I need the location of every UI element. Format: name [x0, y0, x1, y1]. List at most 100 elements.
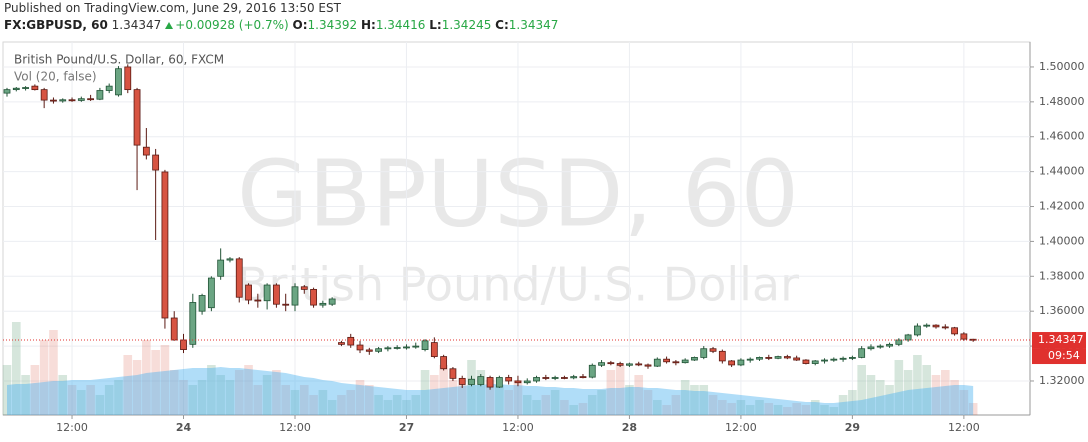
- volume-bar: [773, 405, 783, 415]
- volume-bar: [448, 380, 458, 415]
- volume-bar: [550, 390, 560, 415]
- volume-bar: [615, 365, 625, 415]
- volume-bar: [383, 400, 393, 415]
- candle-body: [403, 346, 410, 349]
- volume-bar: [272, 370, 281, 415]
- volume-bar: [234, 370, 244, 415]
- candle-body: [87, 98, 95, 101]
- candle-body: [941, 326, 949, 329]
- candle-body: [77, 98, 85, 101]
- open-value: 1.34392: [307, 18, 358, 32]
- volume-bar: [151, 350, 160, 415]
- volume-bar: [365, 385, 374, 415]
- volume-bar: [30, 365, 40, 415]
- volume-bar: [179, 380, 188, 415]
- volume-bar: [662, 405, 671, 415]
- volume-bar: [132, 360, 142, 415]
- last-price-box: [1032, 332, 1086, 349]
- candle-body: [886, 343, 893, 347]
- volume-bar: [606, 370, 616, 415]
- candle-body: [22, 87, 29, 89]
- y-tick-label: 1.48000: [1039, 95, 1085, 108]
- candle-body: [170, 317, 178, 341]
- volume-bar: [950, 380, 959, 415]
- countdown-label: 09:54: [1048, 349, 1080, 362]
- candle-body: [152, 154, 160, 171]
- candle-body: [384, 347, 392, 350]
- candle-body: [328, 298, 336, 305]
- volume-bar: [504, 390, 513, 415]
- candle-body: [412, 345, 420, 348]
- candle-body: [570, 376, 578, 379]
- candle-body: [319, 302, 327, 306]
- up-arrow: [165, 22, 174, 29]
- volume-bar: [39, 340, 49, 415]
- candle-body: [858, 348, 866, 358]
- volume-bar: [875, 380, 885, 415]
- volume-bar: [940, 370, 950, 415]
- candle-body: [449, 368, 457, 379]
- volume-bar: [309, 395, 318, 415]
- volume-bar: [411, 395, 421, 415]
- volume-bar: [866, 375, 876, 415]
- volume-bar: [653, 400, 662, 415]
- volume-bar: [885, 385, 894, 415]
- candle-body: [821, 359, 828, 362]
- candle-body: [273, 284, 280, 305]
- candle-body: [923, 324, 931, 327]
- volume-bar: [736, 400, 746, 415]
- candle-body: [458, 377, 466, 385]
- candle-body: [59, 99, 67, 102]
- candle-body: [440, 356, 448, 370]
- candle-body: [737, 359, 745, 366]
- symbol: FX:GBPUSD, 60: [4, 18, 108, 32]
- candle-body: [626, 363, 633, 366]
- candle-body: [505, 377, 513, 382]
- volume-bar: [430, 375, 439, 415]
- candle-body: [3, 89, 11, 94]
- header: Published on TradingView.com, June 29, 2…: [4, 0, 558, 34]
- volume-bar: [392, 395, 402, 415]
- y-tick-label: 1.32000: [1039, 374, 1085, 387]
- quote-line: FX:GBPUSD, 60 1.34347 +0.00928 (+0.7%) O:…: [4, 17, 558, 34]
- volume-bar: [829, 407, 839, 415]
- volume-bar: [207, 365, 216, 415]
- candle-body: [783, 356, 791, 359]
- volume-bar: [913, 355, 922, 415]
- volume-bar: [848, 390, 857, 415]
- candle-body: [12, 87, 20, 91]
- close-value: 1.34347: [508, 18, 559, 32]
- volume-bar: [318, 390, 328, 415]
- candle-body: [653, 358, 661, 367]
- volume-bar: [197, 380, 207, 415]
- volume-bar: [253, 385, 263, 415]
- candle-body: [876, 345, 884, 348]
- candle-body: [142, 146, 150, 156]
- volume-bar: [244, 365, 253, 415]
- candle-body: [133, 89, 141, 146]
- candle-body: [254, 299, 262, 302]
- volume-bar: [699, 385, 709, 415]
- volume-bar: [690, 385, 699, 415]
- volume-bar: [281, 385, 290, 415]
- volume-bar: [597, 390, 606, 415]
- candle-body: [765, 357, 773, 359]
- x-tick-label: 12:00: [56, 421, 88, 434]
- candle-body: [180, 339, 187, 350]
- volume-bar: [959, 390, 969, 415]
- candle-body: [217, 259, 225, 277]
- volume-bar: [11, 322, 21, 415]
- candle-body: [226, 258, 234, 261]
- candle-body: [533, 377, 540, 382]
- volume-bar: [299, 385, 309, 415]
- candle-body: [310, 288, 317, 306]
- volume-bar: [476, 370, 486, 415]
- x-tick-label: 12:00: [279, 421, 311, 434]
- candle-body: [198, 295, 206, 312]
- volume-bar: [634, 375, 644, 415]
- volume-bar: [290, 390, 300, 415]
- volume-bar: [467, 360, 476, 415]
- candle-body: [839, 357, 847, 360]
- high-label: H:: [360, 18, 376, 32]
